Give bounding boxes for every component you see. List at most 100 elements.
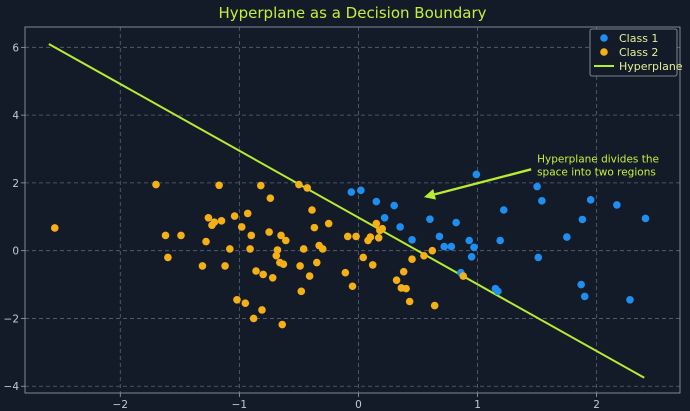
class-1-point <box>493 287 502 296</box>
class-2-point <box>297 287 306 296</box>
class-1-point <box>396 223 404 231</box>
class-2-point <box>372 219 381 228</box>
class-2-point <box>237 223 246 231</box>
class-1-point <box>347 188 356 196</box>
class-2-point <box>295 180 303 189</box>
class-2-point <box>348 282 357 291</box>
class-2-point <box>177 231 185 240</box>
class-2-point <box>198 262 207 270</box>
class-2-point <box>268 273 277 282</box>
class-2-point <box>324 219 333 228</box>
class-1-point <box>580 292 589 301</box>
annotation-arrow-shaft <box>434 168 532 196</box>
y-tick-label: 2 <box>12 178 19 190</box>
class-2-point <box>279 260 288 269</box>
plot-frame <box>24 26 681 394</box>
class-2-point <box>374 233 383 242</box>
class-2-point <box>366 233 375 241</box>
x-tick-label: −2 <box>113 399 128 411</box>
class-2-point <box>272 251 281 260</box>
class-1-point <box>613 201 621 209</box>
x-tick-label: −1 <box>232 399 247 411</box>
class-2-point <box>273 246 282 254</box>
class-2-point <box>308 206 316 214</box>
class-2-point <box>312 258 321 267</box>
class-2-point <box>246 245 254 253</box>
class-2-point <box>259 270 267 279</box>
hyperplane-layer <box>48 43 645 379</box>
chart-title: Hyperplane as a Decision Boundary <box>218 4 486 22</box>
legend-label-class-1: Class 1 <box>619 32 658 45</box>
legend-marker-class-2 <box>600 48 608 56</box>
class-2-point <box>392 276 401 284</box>
class-2-point <box>252 267 260 275</box>
class-2-point <box>152 180 160 189</box>
class-1-point <box>578 215 587 224</box>
y-tick-label: −4 <box>4 381 20 393</box>
legend-label-hyperplane: Hyperplane <box>619 60 683 73</box>
x-tick-label: 1 <box>474 399 481 411</box>
class-1-point <box>390 201 398 210</box>
class-2-point <box>202 237 210 246</box>
class-2-point <box>352 232 360 241</box>
class-2-point <box>50 224 59 232</box>
class-2-point <box>310 223 319 232</box>
grid-lines <box>25 27 680 393</box>
class-1-point <box>380 213 389 222</box>
class-2-point <box>359 253 368 262</box>
class-2-point <box>243 209 252 218</box>
class-1-point <box>496 236 504 245</box>
class-2-point <box>161 231 170 240</box>
class-2-point <box>420 251 428 260</box>
class-2-point <box>258 306 266 314</box>
class-1-point <box>499 206 508 214</box>
class-1-point <box>465 236 474 245</box>
class-1-point <box>534 253 543 262</box>
class-1-point <box>563 233 571 241</box>
class-2-point <box>277 231 285 240</box>
x-tick-label: 0 <box>355 399 362 411</box>
class-2-point <box>299 245 308 253</box>
legend-marker-class-1 <box>600 34 608 42</box>
class-2-point <box>265 228 273 236</box>
class-2-point <box>430 301 439 310</box>
class-2-point <box>405 297 414 306</box>
hyperplane-line <box>48 43 645 379</box>
legend: Class 1 Class 2 Hyperplane <box>589 28 683 77</box>
axis-ticks: −2 −1 0 1 2 −4 −2 0 2 4 6 <box>4 42 600 411</box>
points-layer <box>50 170 650 329</box>
class-2-point <box>221 262 229 270</box>
class-2-point <box>249 314 258 323</box>
y-tick-label: 0 <box>12 246 19 258</box>
class-2-point <box>318 245 327 253</box>
class-2-point <box>402 284 410 293</box>
annotation-text: space into two regions <box>537 167 656 179</box>
class-2-point <box>341 268 350 277</box>
class-2-point <box>266 194 275 202</box>
class-2-point <box>305 272 314 280</box>
class-2-point <box>459 272 468 280</box>
class-1-point <box>577 280 585 289</box>
class-1-point <box>467 252 476 261</box>
legend-label-class-2: Class 2 <box>619 46 658 59</box>
y-tick-label: 4 <box>12 110 19 122</box>
class-1-point <box>586 196 595 204</box>
class-2-point <box>296 262 304 270</box>
class-1-point <box>533 182 541 191</box>
class-2-point <box>399 267 408 276</box>
class-1-point <box>440 242 449 251</box>
class-1-point <box>447 242 456 251</box>
class-2-point <box>226 245 234 253</box>
class-2-point <box>278 320 287 329</box>
class-2-point <box>408 255 416 263</box>
class-1-point <box>626 296 634 304</box>
class-2-point <box>217 217 226 225</box>
class-1-point <box>452 218 460 227</box>
class-1-point <box>408 236 416 244</box>
x-tick-label: 2 <box>593 399 600 411</box>
class-2-point <box>282 236 290 245</box>
annotation-arrow-head <box>423 189 436 200</box>
class-2-point <box>215 181 223 190</box>
